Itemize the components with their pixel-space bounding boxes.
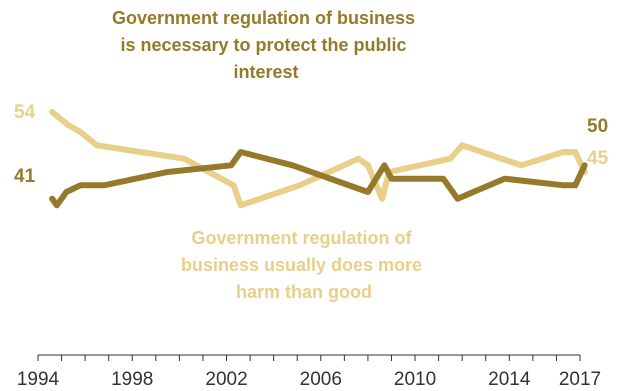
x-tick-label-1998: 1998 (111, 369, 153, 390)
series-layer (49, 109, 588, 209)
dark-annotation-line-1: Government regulation of business (112, 8, 415, 28)
dark-annotation-line-2: is necessary to protect the public (120, 35, 406, 55)
x-tick-label-1994: 1994 (17, 369, 60, 390)
x-tick-label-2006: 2006 (300, 369, 342, 390)
light-annotation-line-2: business usually does more (181, 255, 422, 275)
light-annotation-line-3: harm than good (236, 282, 372, 302)
x-tick-label-2010: 2010 (394, 369, 436, 390)
dark-annotation-line-3: interest (233, 62, 298, 82)
light-end-label: 45 (587, 148, 609, 169)
series-line-regulation-harmful (49, 109, 588, 209)
light-start-label: 54 (14, 102, 36, 123)
x-axis: 1994 1998 2002 2006 2010 2014 2017 (17, 354, 601, 390)
light-series-annotation: Government regulation of business usuall… (181, 228, 427, 302)
series-line-regulation-necessary (49, 149, 588, 209)
x-tick-label-2002: 2002 (205, 369, 247, 390)
x-tick-label-2017: 2017 (559, 369, 601, 390)
light-annotation-line-1: Government regulation of (191, 228, 412, 248)
dark-end-label: 50 (587, 116, 608, 137)
x-tick-label-2014: 2014 (488, 369, 531, 390)
dark-start-label: 41 (14, 166, 36, 187)
dark-series-annotation: Government regulation of business is nec… (112, 8, 420, 82)
